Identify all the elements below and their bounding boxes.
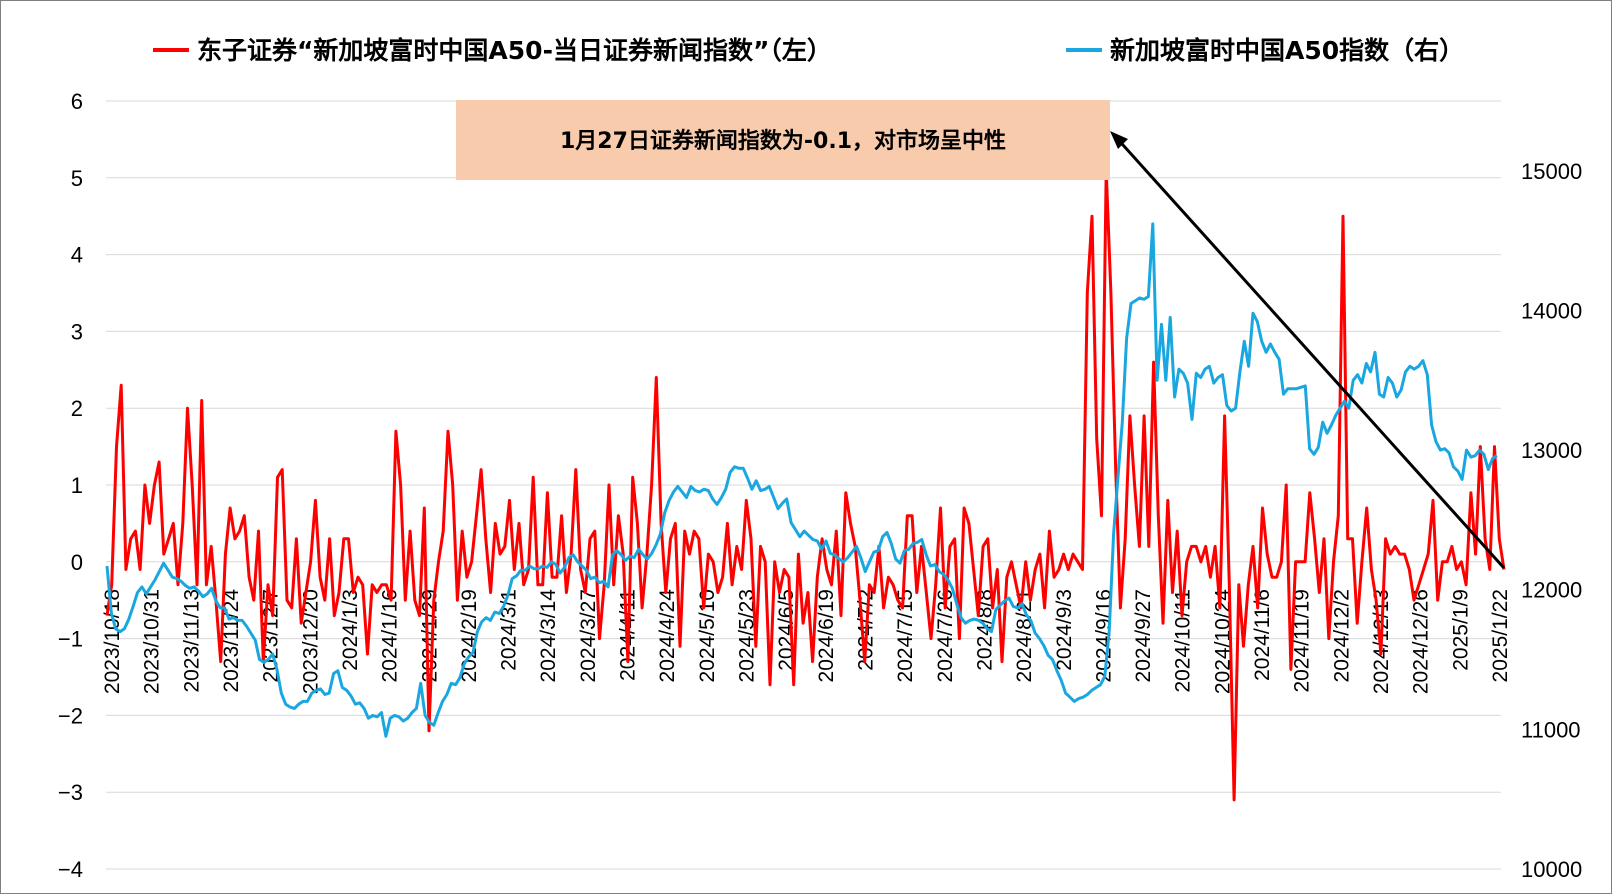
right-tick-label: 13000 xyxy=(1521,438,1582,463)
x-tick-label: 2024/10/11 xyxy=(1172,589,1195,693)
x-tick-label: 2024/1/29 xyxy=(418,589,441,682)
left-tick-label: 0 xyxy=(71,550,83,575)
right-tick-label: 12000 xyxy=(1521,578,1582,603)
right-axis: 15000 14000 13000 12000 11000 10000 xyxy=(1521,159,1582,882)
legend-label-left-series: 东子证券“新加坡富时中国A50-当日证券新闻指数”（左） xyxy=(197,36,832,65)
x-tick-label: 2024/12/2 xyxy=(1330,589,1353,682)
x-tick-label: 2024/3/27 xyxy=(577,589,600,682)
x-tick-label: 2024/5/23 xyxy=(736,589,759,682)
x-tick-label: 2024/9/3 xyxy=(1053,589,1076,671)
x-tick-label: 2024/12/26 xyxy=(1410,589,1433,694)
annotation: 1月27日证券新闻指数为-0.1，对市场呈中性 xyxy=(456,100,1506,570)
x-tick-label: 2024/4/24 xyxy=(656,589,679,683)
series-line-a50-index xyxy=(105,222,1498,738)
left-tick-label: 6 xyxy=(71,89,83,114)
x-tick-label: 2024/3/1 xyxy=(498,589,521,671)
series-line-news-index xyxy=(105,168,1506,802)
annotation-arrow-head xyxy=(1110,131,1128,149)
legend: 东子证券“新加坡富时中国A50-当日证券新闻指数”（左） 新加坡富时中国A50指… xyxy=(153,36,1464,65)
gridlines xyxy=(106,100,1501,870)
annotation-arrow-line xyxy=(1112,133,1506,570)
right-tick-label: 10000 xyxy=(1521,857,1582,882)
x-tick-label: 2023/12/20 xyxy=(299,589,322,694)
left-axis: 6 5 4 3 2 1 0 −1 −2 −3 −4 xyxy=(58,89,83,882)
x-tick-label: 2024/7/15 xyxy=(894,589,917,682)
x-tick-label: 2023/10/18 xyxy=(101,589,124,694)
right-tick-label: 14000 xyxy=(1521,298,1582,323)
x-tick-label: 2024/9/27 xyxy=(1132,589,1155,682)
right-tick-label: 15000 xyxy=(1521,159,1582,184)
legend-label-right-series: 新加坡富时中国A50指数（右） xyxy=(1110,36,1464,65)
left-tick-label: −3 xyxy=(58,780,83,805)
x-tick-label: 2024/1/16 xyxy=(379,589,402,682)
annotation-text: 1月27日证券新闻指数为-0.1，对市场呈中性 xyxy=(560,128,1006,154)
x-tick-label: 2024/7/26 xyxy=(934,589,957,682)
x-tick-label: 2023/10/31 xyxy=(141,589,164,694)
right-tick-label: 11000 xyxy=(1521,717,1581,742)
left-tick-label: 3 xyxy=(71,319,83,344)
annotation-box xyxy=(456,100,1110,180)
left-tick-label: 2 xyxy=(71,396,83,421)
left-tick-label: 1 xyxy=(71,473,83,498)
left-tick-label: −2 xyxy=(58,703,83,728)
x-tick-label: 2024/3/14 xyxy=(537,589,560,683)
x-tick-label: 2024/1/3 xyxy=(339,589,362,671)
x-tick-label: 2024/6/19 xyxy=(815,589,838,682)
left-tick-label: −4 xyxy=(58,857,83,882)
x-tick-label: 2024/11/6 xyxy=(1251,589,1274,681)
x-tick-label: 2025/1/22 xyxy=(1489,589,1512,682)
left-tick-label: 4 xyxy=(71,243,83,268)
left-tick-label: 5 xyxy=(71,166,83,191)
x-tick-label: 2024/8/21 xyxy=(1013,589,1036,682)
x-tick-label: 2025/1/9 xyxy=(1449,589,1472,671)
x-tick-label: 2024/11/19 xyxy=(1291,589,1314,693)
x-tick-label: 2023/11/13 xyxy=(180,589,203,693)
x-tick-label: 2024/5/10 xyxy=(696,589,719,682)
x-tick-label: 2024/2/19 xyxy=(458,589,481,682)
left-tick-label: −1 xyxy=(58,627,83,652)
